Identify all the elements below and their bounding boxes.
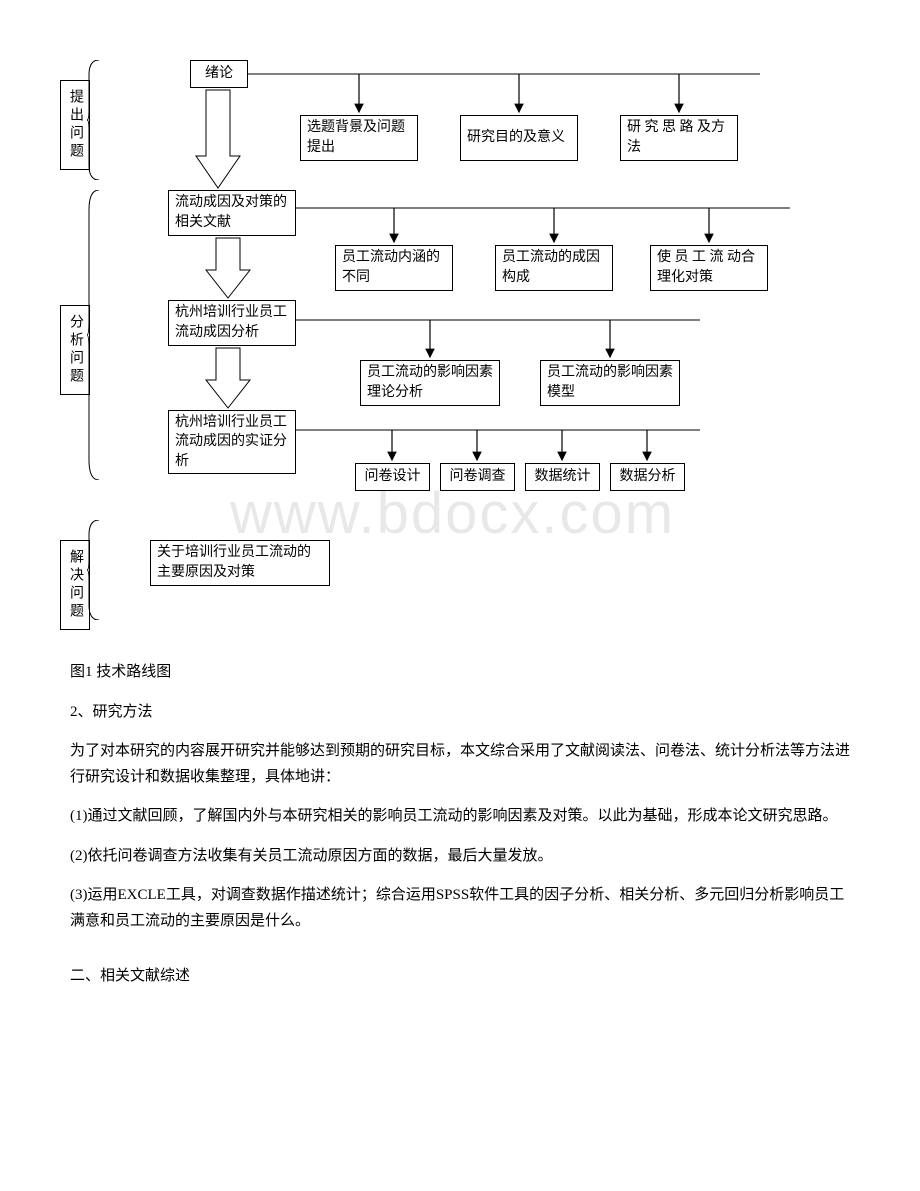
- paragraph-3: (3)运用EXCLE工具，对调查数据作描述统计；综合运用SPSS软件工具的因子分…: [70, 883, 850, 934]
- node-rationalize: 使 员 工 流 动合理化对策: [650, 245, 768, 291]
- node-purpose: 研究目的及意义: [460, 115, 578, 161]
- node-method: 研 究 思 路 及方法: [620, 115, 738, 161]
- brace-1: [87, 60, 103, 180]
- node-data-statistics: 数据统计: [525, 463, 600, 491]
- paragraph-1: (1)通过文献回顾，了解国内外与本研究相关的影响员工流动的影响因素及对策。以此为…: [70, 804, 850, 830]
- node-literature: 流动成因及对策的相关文献: [168, 190, 296, 236]
- technical-route-diagram: 提出问题 分析问题 解决问题 绪论 选题背景及问题提出 研究目的及意义 研 究 …: [120, 60, 820, 630]
- brace-3: [87, 520, 103, 620]
- node-questionnaire-design: 问卷设计: [355, 463, 430, 491]
- node-background: 选题背景及问题提出: [300, 115, 418, 161]
- section-label-solve: 解决问题: [60, 540, 90, 630]
- node-empirical: 杭州培训行业员工流动成因的实证分析: [168, 410, 296, 474]
- node-connotation: 员工流动内涵的不同: [335, 245, 453, 291]
- node-data-analysis: 数据分析: [610, 463, 685, 491]
- node-cause-composition: 员工流动的成因构成: [495, 245, 613, 291]
- node-intro: 绪论: [190, 60, 248, 88]
- heading-methods: 2、研究方法: [70, 700, 850, 726]
- node-solution: 关于培训行业员工流动的主要原因及对策: [150, 540, 330, 586]
- heading-literature: 二、相关文献综述: [70, 964, 850, 990]
- paragraph-2: (2)依托问卷调查方法收集有关员工流动原因方面的数据，最后大量发放。: [70, 844, 850, 870]
- document-body: 图1 技术路线图 2、研究方法 为了对本研究的内容展开研究并能够达到预期的研究目…: [60, 660, 860, 990]
- node-questionnaire-survey: 问卷调查: [440, 463, 515, 491]
- figure-caption: 图1 技术路线图: [70, 660, 850, 686]
- node-factor-model: 员工流动的影响因素模型: [540, 360, 680, 406]
- brace-2: [87, 190, 103, 480]
- paragraph-intro: 为了对本研究的内容展开研究并能够达到预期的研究目标，本文综合采用了文献阅读法、问…: [70, 739, 850, 790]
- node-analysis: 杭州培训行业员工流动成因分析: [168, 300, 296, 346]
- section-label-propose: 提出问题: [60, 80, 90, 170]
- section-label-analyze: 分析问题: [60, 305, 90, 395]
- node-theory-analysis: 员工流动的影响因素理论分析: [360, 360, 500, 406]
